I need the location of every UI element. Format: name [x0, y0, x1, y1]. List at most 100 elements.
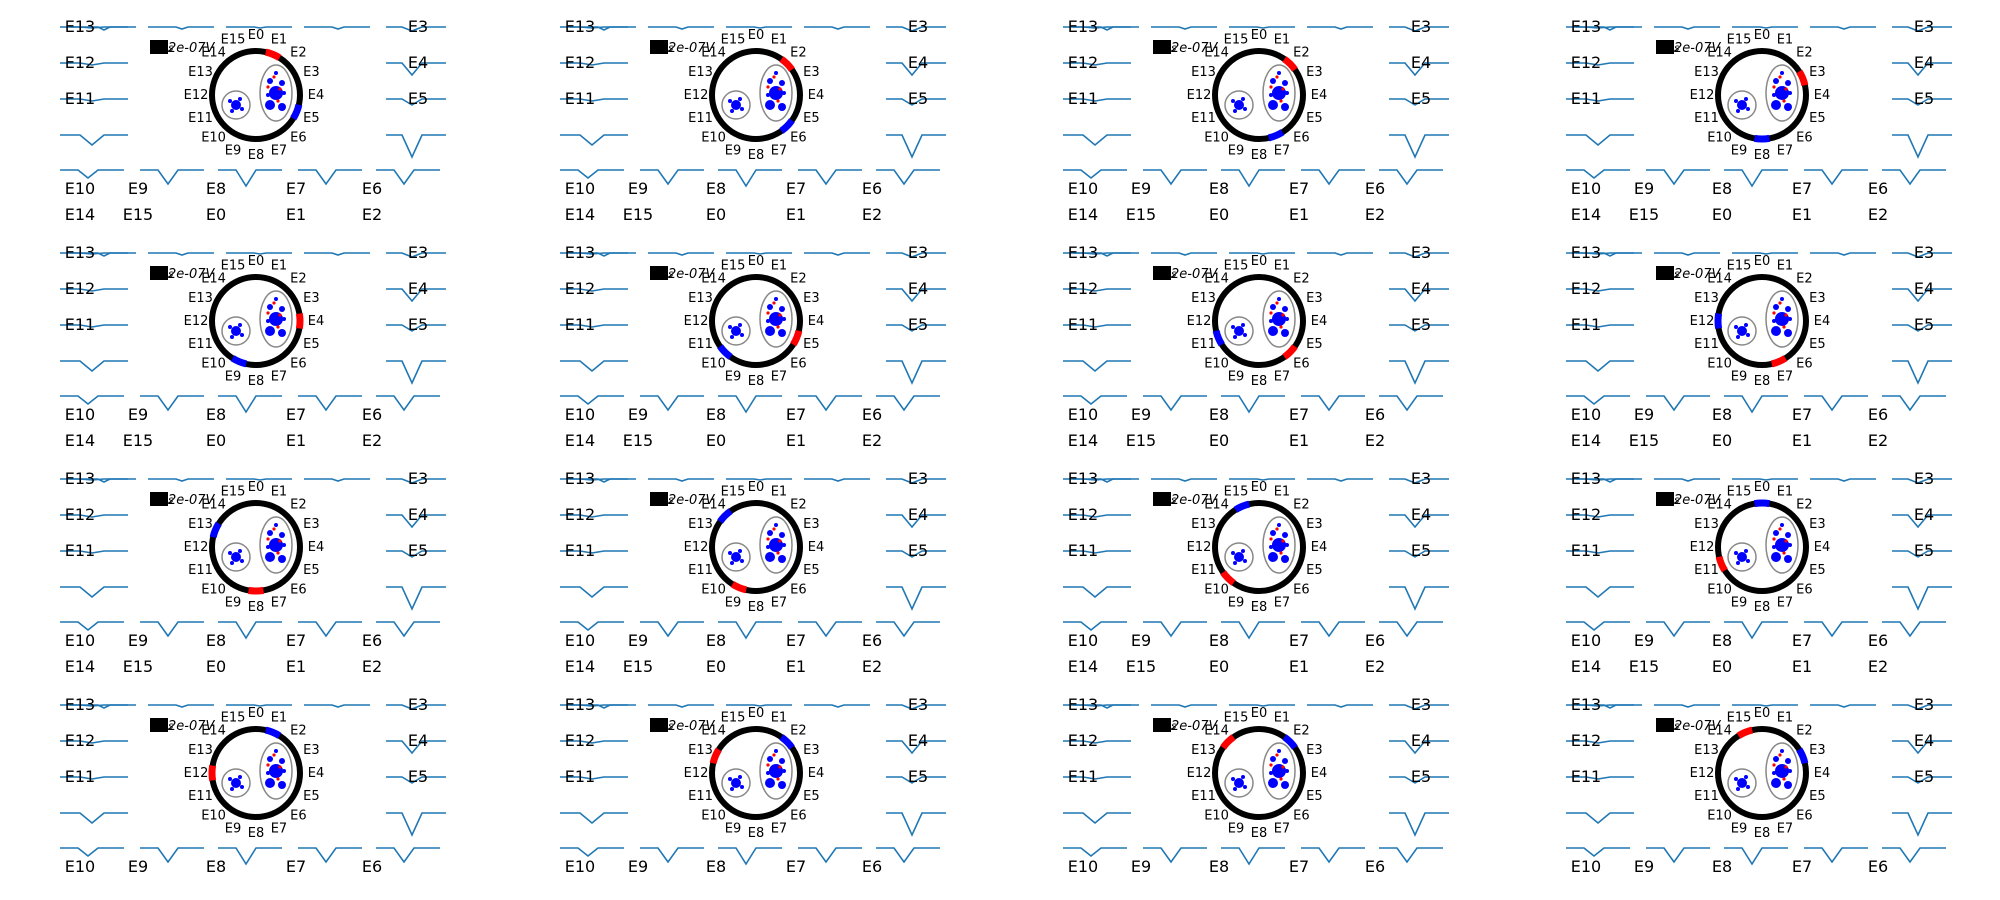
cell-dot-highlight: [276, 777, 280, 781]
scale-bar: [1656, 266, 1674, 280]
electrode-label: E6: [1365, 631, 1385, 650]
positive-electrode-marker: [790, 329, 803, 347]
positive-electrode-marker: [1220, 734, 1236, 750]
trace-line: [1301, 847, 1365, 864]
ring-electrode-label: E0: [748, 28, 765, 43]
cell-cluster-outline: [1765, 290, 1799, 348]
ring-electrode-label: E5: [1809, 563, 1826, 578]
ring-electrode-label: E13: [688, 743, 713, 758]
ring-electrode-label: E0: [1754, 254, 1771, 269]
ring-electrode-label: E1: [771, 711, 788, 726]
cell-dot: [1785, 306, 1791, 312]
cell-dot-highlight: [1275, 753, 1279, 757]
cell-dot-highlight: [1778, 301, 1782, 305]
electrode-label: E1: [286, 205, 306, 224]
cell-cluster-outline: [759, 516, 793, 574]
trace-line: [376, 847, 440, 864]
ring-electrode-label: E13: [188, 743, 213, 758]
trace-line: [1389, 134, 1449, 159]
electrode-label: E14: [65, 431, 95, 450]
trace-line: [304, 252, 370, 256]
cell-dot: [279, 532, 285, 538]
electrode-label: E0: [1712, 205, 1732, 224]
trace-line: [1063, 478, 1131, 481]
cell-cluster-outline: [759, 64, 793, 122]
ring-electrode-label: E13: [1694, 65, 1719, 80]
ring-electrode-label: E6: [790, 808, 807, 823]
cell-dot: [267, 304, 273, 310]
electrode-label: E5: [1914, 541, 1934, 560]
trace-line: [1063, 847, 1127, 858]
negative-electrode-marker: [1233, 500, 1251, 513]
trace-line: [298, 621, 362, 638]
ring-electrode-label: E11: [1191, 563, 1216, 578]
cell-dot: [767, 78, 773, 84]
trace-line: [1892, 514, 1952, 529]
electrode-label: E3: [1411, 695, 1431, 714]
electrode-label: E6: [862, 179, 882, 198]
ring-electrode-label: E10: [1707, 808, 1732, 823]
ring-electrode-label: E3: [303, 743, 320, 758]
scale-bar: [650, 40, 668, 54]
ring-electrode-label: E2: [1796, 498, 1813, 513]
scale-bar: [650, 718, 668, 732]
trace-line: [386, 98, 446, 106]
ring-electrode-label: E0: [748, 480, 765, 495]
ring-electrode-label: E2: [290, 498, 307, 513]
trace-line: [60, 550, 128, 554]
cell-dot: [1268, 100, 1278, 110]
cell-dot-highlight: [266, 537, 270, 541]
cell-dot-highlight: [772, 75, 776, 79]
electrode-label: E8: [1209, 631, 1229, 650]
trace-line: [1732, 704, 1798, 707]
trace-line: [386, 360, 446, 385]
ring-electrode-label: E3: [303, 517, 320, 532]
cell-dot: [1784, 329, 1792, 337]
cell-dot-highlight: [1784, 313, 1788, 317]
trace-line: [386, 288, 446, 303]
trace-line: [804, 26, 870, 30]
trace-line: [560, 847, 624, 858]
electrode-label: E15: [1126, 431, 1156, 450]
trace-line: [1063, 288, 1131, 292]
electrode-label: E2: [862, 205, 882, 224]
cell-dot: [267, 756, 273, 762]
electrode-label: E0: [1712, 431, 1732, 450]
electrode-label: E4: [908, 505, 928, 524]
cell-dot: [1282, 80, 1288, 86]
trace-line: [560, 704, 628, 707]
trace-line: [886, 812, 946, 837]
negative-electrode-marker: [1282, 734, 1298, 750]
trace-line: [1654, 478, 1720, 482]
trace-line: [1143, 169, 1207, 186]
ring-electrode-label: E0: [1251, 28, 1268, 43]
cell-dot: [1241, 549, 1245, 553]
cell-dot: [266, 545, 270, 549]
positive-electrode-marker: [1282, 56, 1298, 72]
electrode-label: E13: [565, 469, 595, 488]
trace-line: [560, 395, 624, 406]
electrode-label: E4: [908, 279, 928, 298]
cell-dot: [1269, 545, 1273, 549]
trace-line: [1646, 395, 1710, 412]
ring-electrode-label: E5: [1306, 789, 1323, 804]
cell-dot: [730, 335, 734, 339]
electrode-label: E13: [1571, 695, 1601, 714]
electrode-label: E7: [1289, 405, 1309, 424]
ring-electrode-label: E11: [188, 337, 213, 352]
trace-line: [804, 252, 870, 256]
cell-dot: [228, 551, 232, 555]
ring-electrode-label: E14: [1204, 46, 1229, 61]
ring-electrode-label: E8: [748, 374, 765, 389]
positive-electrode-marker: [1220, 570, 1236, 586]
ring-electrode-label: E7: [271, 821, 288, 836]
scale-time-label: 2ms: [1155, 269, 1176, 280]
trace-line: [1229, 252, 1295, 255]
trace-line: [60, 776, 128, 780]
cell-cluster-outline: [1262, 742, 1296, 800]
cell-dot-highlight: [772, 527, 776, 531]
cell-dot: [240, 785, 244, 789]
trace-line: [886, 26, 946, 32]
